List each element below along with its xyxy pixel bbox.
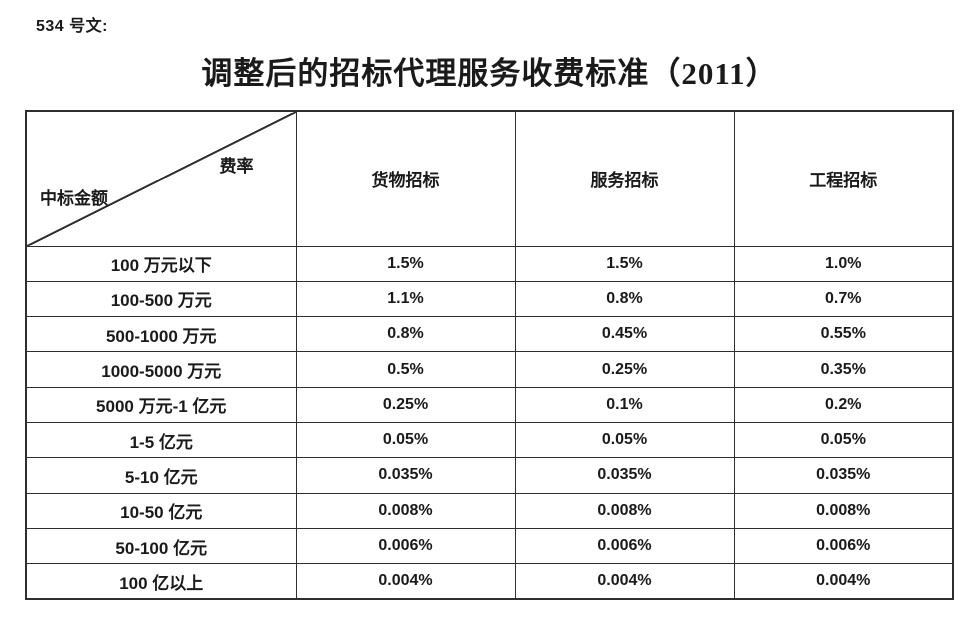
page-title: 调整后的招标代理服务收费标准（2011） [201,56,778,91]
rate-cell: 0.05% [514,421,735,459]
row-label-cell: 5-10 亿元 [25,457,297,494]
row-label-cell: 50-100 亿元 [25,527,297,565]
rate-cell: 0.2% [733,386,954,423]
header-row: 费率 中标金额 货物招标 服务招标 工程招标 [25,110,954,247]
corner-header-cell: 费率 中标金额 [25,110,297,247]
table-row: 10-50 亿元 0.008% 0.008% 0.008% [25,492,954,529]
table-row: 100 万元以下 1.5% 1.5% 1.0% [25,245,954,282]
rate-cell: 0.008% [295,492,516,529]
row-label-cell: 5000 万元-1 亿元 [25,386,297,423]
corner-label-rate: 费率 [219,157,254,176]
rate-cell: 0.004% [295,563,516,600]
rate-cell: 0.008% [514,492,735,529]
table-row: 50-100 亿元 0.006% 0.006% 0.006% [25,527,954,565]
rate-cell: 0.55% [733,316,954,353]
column-header-services: 服务招标 [514,110,735,247]
rate-cell: 0.006% [514,527,735,565]
rate-cell: 0.05% [733,421,954,459]
rate-cell: 0.25% [514,351,735,388]
rate-cell: 0.25% [295,386,516,423]
rate-cell: 0.006% [295,527,516,565]
table-row: 500-1000 万元 0.8% 0.45% 0.55% [25,316,954,353]
row-label-cell: 1000-5000 万元 [25,351,297,388]
rate-cell: 0.7% [733,280,954,318]
rate-cell: 0.035% [295,457,516,494]
row-label-cell: 1-5 亿元 [25,421,297,459]
corner-label-bid-amount: 中标金额 [40,189,108,208]
rate-cell: 0.8% [514,280,735,318]
fee-table: 费率 中标金额 货物招标 服务招标 工程招标 100 万元以下 1.5% 1.5… [25,110,954,600]
rate-cell: 0.004% [514,563,735,600]
table-row: 1-5 亿元 0.05% 0.05% 0.05% [25,421,954,459]
rate-cell: 0.45% [514,316,735,353]
doc-ref-label: 534 号文: [36,18,108,35]
column-header-engineering: 工程招标 [733,110,954,247]
table-row: 1000-5000 万元 0.5% 0.25% 0.35% [25,351,954,388]
rate-cell: 1.1% [295,280,516,318]
rate-cell: 1.5% [295,245,516,282]
table-row: 5-10 亿元 0.035% 0.035% 0.035% [25,457,954,494]
table-row: 5000 万元-1 亿元 0.25% 0.1% 0.2% [25,386,954,423]
rate-cell: 0.8% [295,316,516,353]
rate-cell: 0.004% [733,563,954,600]
rate-cell: 0.006% [733,527,954,565]
row-label-cell: 100-500 万元 [25,280,297,318]
rate-cell: 1.0% [733,245,954,282]
table-row: 100-500 万元 1.1% 0.8% 0.7% [25,280,954,318]
rate-cell: 0.035% [514,457,735,494]
row-label-cell: 500-1000 万元 [25,316,297,353]
rate-cell: 0.5% [295,351,516,388]
row-label-cell: 100 万元以下 [25,245,297,282]
rate-cell: 1.5% [514,245,735,282]
row-label-cell: 10-50 亿元 [25,492,297,529]
rate-cell: 0.05% [295,421,516,459]
rate-cell: 0.35% [733,351,954,388]
rate-cell: 0.1% [514,386,735,423]
rate-cell: 0.035% [733,457,954,494]
column-header-goods: 货物招标 [295,110,516,247]
table-row: 100 亿以上 0.004% 0.004% 0.004% [25,563,954,600]
row-label-cell: 100 亿以上 [25,563,297,600]
rate-cell: 0.008% [733,492,954,529]
